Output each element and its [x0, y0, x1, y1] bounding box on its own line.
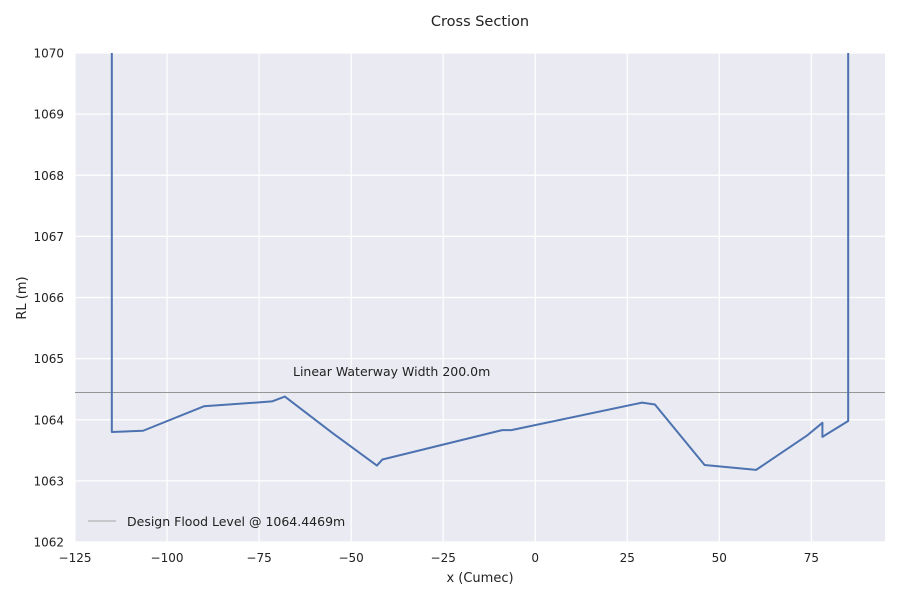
y-tick-label: 1064 [33, 413, 64, 427]
y-axis-label: RL (m) [15, 276, 30, 319]
cross-section-line [110, 53, 850, 471]
x-axis-label: x (Cumec) [446, 571, 513, 586]
x-tick-label: 0 [531, 551, 539, 565]
chart-title: Cross Section [431, 14, 529, 30]
y-tick-label: 1066 [33, 291, 64, 305]
x-tick-label: 50 [712, 551, 727, 565]
x-tick-label: −25 [431, 551, 456, 565]
y-tick-label: 1067 [33, 230, 64, 244]
legend-label-design-flood-level: Design Flood Level @ 1064.4469m [127, 514, 345, 529]
y-tick-label: 1070 [33, 47, 64, 61]
y-tick-label: 1068 [33, 169, 64, 183]
y-tick-label: 1065 [33, 352, 64, 366]
y-tick-label: 1069 [33, 108, 64, 122]
x-tick-label: −75 [246, 551, 271, 565]
x-tick-label: 75 [804, 551, 819, 565]
waterway-width-annotation: Linear Waterway Width 200.0m [293, 364, 490, 379]
y-tick-label: 1063 [33, 474, 64, 488]
x-tick-label: 25 [620, 551, 635, 565]
y-tick-label: 1062 [33, 536, 64, 550]
x-tick-label: −100 [151, 551, 184, 565]
x-tick-label: −50 [338, 551, 363, 565]
x-tick-label: −125 [59, 551, 92, 565]
